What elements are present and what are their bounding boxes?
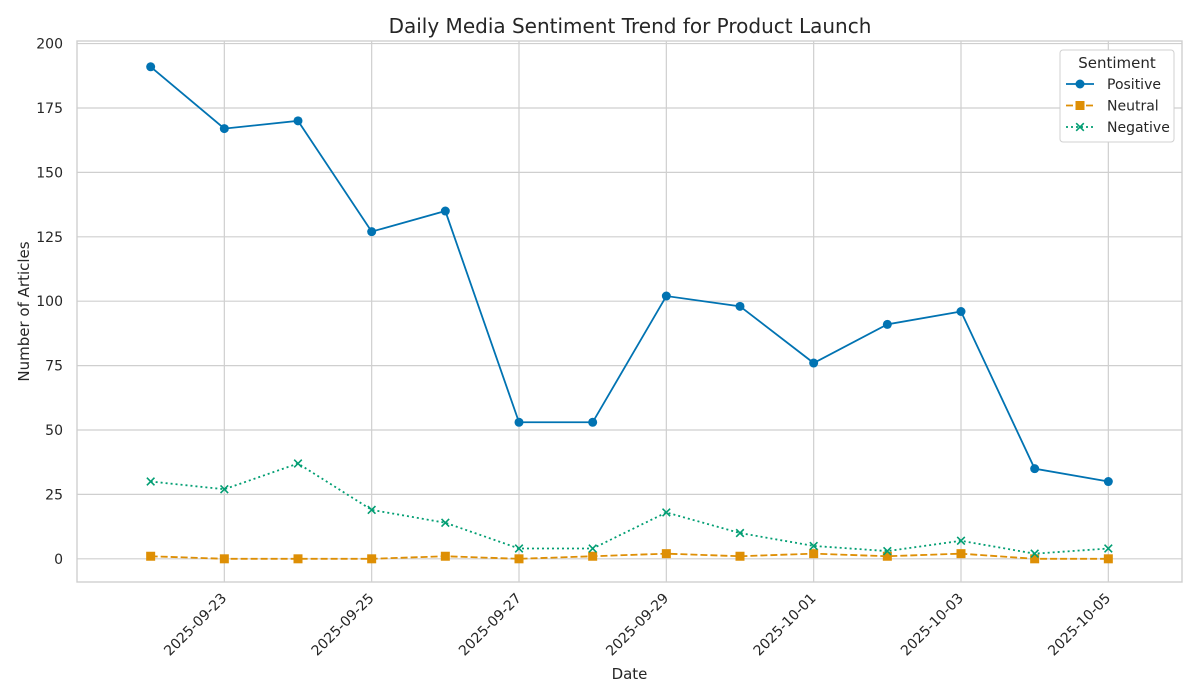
data-point-negative [293, 459, 303, 468]
y-tick-label: 50 [45, 423, 63, 439]
y-axis-label: Number of Articles [15, 241, 33, 381]
plot-frame [76, 40, 1183, 583]
chart-title: Daily Media Sentiment Trend for Product … [389, 14, 872, 38]
x-tick-label: 2025-09-23 [161, 591, 230, 660]
data-point-negative [440, 518, 450, 528]
y-tick-label: 150 [36, 165, 63, 181]
data-point-negative [661, 508, 671, 517]
data-point-negative [219, 484, 229, 494]
data-point-negative [882, 546, 892, 556]
data-point-neutral [1030, 554, 1040, 564]
legend-box [1059, 49, 1175, 143]
legend-marker-neutral [1075, 101, 1085, 110]
data-point-negative [735, 528, 745, 538]
data-point-positive [588, 417, 598, 427]
legend-item-neutral: Neutral [1066, 99, 1159, 115]
data-point-positive [146, 62, 156, 72]
data-point-neutral [1103, 554, 1113, 564]
data-point-negative [367, 505, 377, 515]
data-point-positive [514, 417, 524, 427]
x-tick-label: 2025-10-05 [1045, 591, 1114, 660]
data-point-positive [661, 291, 671, 301]
legend-label-neutral: Neutral [1107, 99, 1159, 115]
legend-item-negative: Negative [1066, 120, 1170, 136]
data-point-positive [735, 301, 745, 311]
data-point-neutral [661, 549, 671, 559]
y-tick-label: 125 [36, 230, 63, 246]
data-point-negative [809, 541, 819, 551]
data-point-negative [1030, 549, 1040, 559]
data-point-negative [588, 544, 598, 553]
x-axis-ticks: 2025-09-23 2025-09-25 2025-09-27 2025-09-29… [161, 591, 1114, 660]
data-point-neutral [367, 554, 377, 564]
legend: Sentiment Positive Neutral Negative [1059, 49, 1175, 143]
legend-item-positive: Positive [1066, 77, 1161, 93]
legend-label-negative: Negative [1107, 120, 1170, 136]
series-negative [146, 459, 1113, 559]
series-neutral [146, 549, 1113, 564]
x-tick-label: 2025-10-01 [751, 591, 820, 660]
data-point-positive [367, 227, 377, 237]
x-tick-label: 2025-10-03 [898, 591, 967, 660]
y-axis-ticks: 0 25 50 75 100 125 150 175 200 [36, 37, 63, 568]
x-tick-label: 2025-09-29 [603, 591, 672, 660]
legend-marker-negative [1075, 122, 1085, 132]
legend-title: Sentiment [1078, 54, 1156, 72]
data-point-negative [1103, 544, 1113, 553]
data-point-neutral [588, 551, 598, 561]
data-point-neutral [514, 554, 524, 564]
data-point-positive [809, 358, 819, 368]
data-point-neutral [882, 551, 892, 561]
data-point-neutral [956, 549, 966, 559]
series-line-negative [150, 462, 1109, 555]
series-positive [146, 62, 1113, 487]
data-point-neutral [219, 554, 229, 564]
x-tick-label: 2025-09-25 [309, 591, 378, 660]
data-point-negative [514, 544, 524, 553]
x-tick-label: 2025-09-27 [456, 591, 525, 660]
data-point-neutral [440, 551, 450, 561]
data-point-positive [956, 307, 966, 316]
grid [77, 41, 1182, 582]
legend-marker-positive [1075, 79, 1085, 89]
y-tick-label: 200 [36, 37, 63, 53]
data-point-neutral [735, 551, 745, 561]
data-point-positive [219, 124, 229, 134]
legend-label-positive: Positive [1107, 77, 1161, 93]
data-point-neutral [293, 554, 303, 564]
data-point-positive [882, 319, 892, 329]
data-point-positive [1030, 464, 1040, 474]
y-tick-label: 175 [36, 101, 63, 117]
data-point-positive [440, 206, 450, 216]
y-tick-label: 0 [54, 552, 63, 568]
y-tick-label: 75 [45, 359, 63, 375]
data-point-positive [293, 116, 303, 126]
data-point-neutral [146, 551, 156, 561]
data-point-positive [1103, 477, 1113, 487]
data-point-negative [146, 477, 156, 486]
data-point-neutral [809, 549, 819, 559]
y-tick-label: 100 [36, 294, 63, 310]
x-axis-label: Date [612, 665, 648, 683]
data-point-negative [956, 536, 966, 546]
y-tick-label: 25 [45, 487, 63, 503]
series [146, 62, 1113, 564]
series-line-positive [150, 66, 1109, 483]
